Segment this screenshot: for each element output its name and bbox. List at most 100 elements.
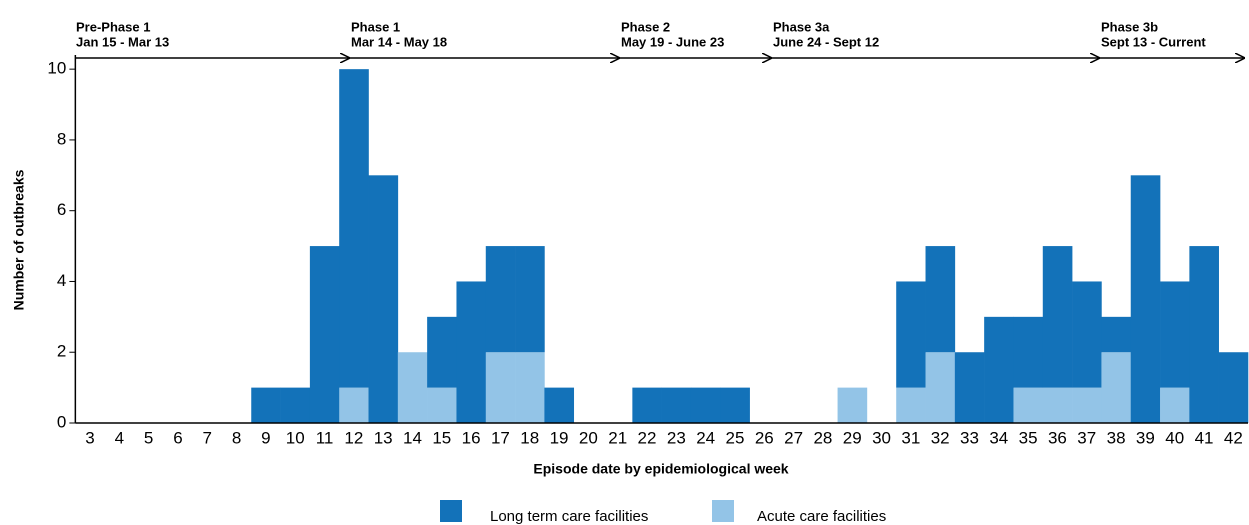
bar bbox=[251, 387, 281, 423]
bar bbox=[427, 387, 457, 423]
y-tick-label: 8 bbox=[57, 129, 66, 148]
x-tick-label: 8 bbox=[232, 428, 241, 447]
x-tick-label: 35 bbox=[1019, 428, 1038, 447]
bar bbox=[632, 387, 662, 423]
x-tick-label: 33 bbox=[960, 428, 979, 447]
x-tick-label: 29 bbox=[843, 428, 862, 447]
bar bbox=[925, 246, 956, 353]
phase-dates: Jan 15 - Mar 13 bbox=[76, 34, 169, 49]
x-tick-label: 20 bbox=[579, 428, 598, 447]
bar bbox=[339, 69, 369, 388]
phase-dates: Mar 14 - May 18 bbox=[351, 34, 447, 49]
bar bbox=[984, 316, 1014, 423]
x-tick-label: 39 bbox=[1136, 428, 1155, 447]
bar bbox=[1160, 281, 1190, 388]
x-tick-label: 10 bbox=[286, 428, 305, 447]
x-tick-label: 21 bbox=[608, 428, 627, 447]
bar bbox=[1218, 352, 1249, 423]
x-tick-label: 24 bbox=[696, 428, 715, 447]
bar bbox=[515, 246, 545, 353]
legend-label: Acute care facilities bbox=[757, 508, 886, 525]
bar bbox=[427, 316, 457, 388]
bar bbox=[690, 387, 721, 423]
x-tick-label: 31 bbox=[901, 428, 920, 447]
legend-swatch bbox=[440, 500, 462, 522]
bar bbox=[1042, 246, 1073, 388]
x-tick-label: 30 bbox=[872, 428, 891, 447]
x-tick-label: 38 bbox=[1107, 428, 1126, 447]
x-tick-label: 19 bbox=[550, 428, 569, 447]
x-tick-label: 14 bbox=[403, 428, 422, 447]
y-tick-label: 6 bbox=[57, 200, 66, 219]
bar bbox=[925, 352, 956, 423]
y-axis-title: Number of outbreaks bbox=[11, 169, 27, 310]
x-tick-label: 26 bbox=[755, 428, 774, 447]
x-tick-label: 22 bbox=[638, 428, 657, 447]
x-tick-label: 11 bbox=[316, 428, 334, 447]
x-tick-label: 5 bbox=[144, 428, 153, 447]
bar bbox=[397, 352, 428, 423]
x-tick-label: 34 bbox=[989, 428, 1008, 447]
x-tick-label: 25 bbox=[726, 428, 745, 447]
bar bbox=[1101, 316, 1132, 353]
x-axis-title: Episode date by epidemiological week bbox=[533, 461, 788, 477]
phase-dates: June 24 - Sept 12 bbox=[773, 34, 879, 49]
bar bbox=[280, 387, 311, 423]
x-tick-label: 9 bbox=[261, 428, 270, 447]
x-tick-label: 40 bbox=[1165, 428, 1184, 447]
x-tick-label: 27 bbox=[784, 428, 803, 447]
x-tick-label: 4 bbox=[115, 428, 124, 447]
bar bbox=[515, 352, 545, 423]
bar bbox=[485, 246, 516, 353]
x-tick-label: 37 bbox=[1077, 428, 1096, 447]
x-tick-label: 32 bbox=[931, 428, 950, 447]
legend-label: Long term care facilities bbox=[490, 508, 648, 525]
bar bbox=[896, 387, 926, 423]
x-tick-label: 3 bbox=[85, 428, 94, 447]
bar bbox=[661, 387, 692, 423]
x-tick-label: 36 bbox=[1048, 428, 1067, 447]
bar bbox=[1189, 246, 1219, 423]
phase-label: Phase 3b bbox=[1101, 19, 1158, 34]
bar bbox=[1013, 387, 1044, 423]
y-tick-label: 0 bbox=[57, 412, 66, 431]
bar bbox=[1160, 387, 1190, 423]
x-tick-label: 23 bbox=[667, 428, 686, 447]
bar bbox=[339, 387, 369, 423]
bar bbox=[485, 352, 516, 423]
x-tick-label: 6 bbox=[173, 428, 182, 447]
x-tick-label: 12 bbox=[344, 428, 363, 447]
phase-label: Pre-Phase 1 bbox=[76, 19, 150, 34]
bar bbox=[456, 281, 487, 423]
y-tick-label: 10 bbox=[47, 59, 66, 78]
bar bbox=[544, 387, 575, 423]
bar bbox=[1130, 175, 1161, 423]
phase-dates: Sept 13 - Current bbox=[1101, 34, 1206, 49]
bar bbox=[954, 352, 985, 423]
phase-label: Phase 3a bbox=[773, 19, 830, 34]
bar bbox=[720, 387, 750, 423]
bar bbox=[1072, 281, 1102, 388]
bar bbox=[896, 281, 926, 388]
phase-label: Phase 2 bbox=[621, 19, 670, 34]
x-tick-label: 41 bbox=[1195, 428, 1214, 447]
x-tick-label: 28 bbox=[813, 428, 832, 447]
bar bbox=[368, 175, 399, 423]
x-tick-label: 7 bbox=[203, 428, 212, 447]
phase-dates: May 19 - June 23 bbox=[621, 34, 724, 49]
x-tick-label: 42 bbox=[1224, 428, 1243, 447]
x-tick-label: 17 bbox=[491, 428, 510, 447]
legend-swatch bbox=[712, 500, 734, 522]
phase-label: Phase 1 bbox=[351, 19, 400, 34]
bar bbox=[1101, 352, 1132, 423]
bar bbox=[1042, 387, 1073, 423]
x-tick-label: 15 bbox=[432, 428, 451, 447]
y-tick-label: 2 bbox=[57, 342, 66, 361]
bar bbox=[837, 387, 868, 423]
y-tick-label: 4 bbox=[57, 271, 66, 290]
x-tick-label: 16 bbox=[462, 428, 481, 447]
x-tick-label: 13 bbox=[374, 428, 393, 447]
x-tick-label: 18 bbox=[520, 428, 539, 447]
bar bbox=[1072, 387, 1102, 423]
